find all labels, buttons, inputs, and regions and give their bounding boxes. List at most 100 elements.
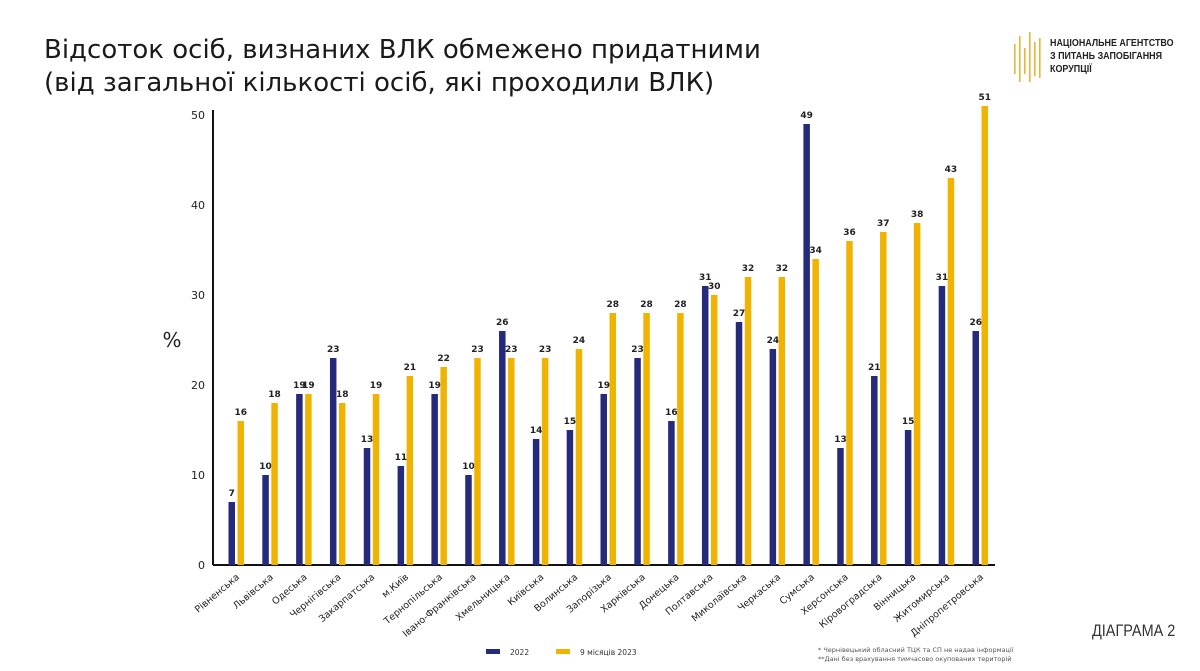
data-label: 43: [945, 165, 958, 175]
bar-2023: [609, 313, 616, 565]
data-label: 34: [809, 246, 822, 256]
data-label: 10: [259, 462, 272, 472]
bar-2023: [744, 277, 752, 565]
data-label: 31: [936, 273, 949, 283]
bar-2023: [541, 358, 549, 565]
y-tick-label: 10: [191, 469, 205, 482]
bar-2023: [305, 394, 312, 565]
bar-2022: [397, 466, 405, 565]
data-label: 19: [597, 381, 610, 391]
bar-2023: [406, 376, 414, 565]
data-label: 31: [699, 273, 712, 283]
data-label: 28: [674, 300, 687, 310]
data-label: 16: [665, 408, 678, 418]
bar-2023: [271, 403, 278, 565]
bar-2022: [803, 124, 810, 565]
bar-2023: [372, 394, 380, 565]
data-label: 13: [361, 435, 374, 445]
bar-2023: [947, 178, 955, 565]
bar-2022: [837, 448, 844, 565]
data-label: 23: [327, 345, 340, 355]
data-label: 32: [742, 264, 755, 274]
diagram-label: ДІАГРАМА 2: [1092, 621, 1176, 640]
y-tick-label: 20: [191, 379, 205, 392]
y-tick-label: 30: [191, 289, 205, 302]
bar-2022: [363, 448, 371, 565]
footnote: **Дані без врахування тимчасово окупован…: [818, 655, 1012, 663]
data-label: 23: [631, 345, 644, 355]
bar-2023: [237, 421, 244, 565]
bar-2023: [508, 358, 515, 565]
x-tick-label: м.Київ: [380, 572, 411, 601]
data-label: 30: [708, 282, 721, 292]
data-label: 23: [539, 345, 552, 355]
data-label: 24: [767, 336, 780, 346]
legend-swatch: [486, 649, 500, 654]
data-label: 24: [573, 336, 586, 346]
y-tick-label: 0: [198, 559, 205, 572]
bar-2022: [465, 475, 472, 565]
bar-2023: [643, 313, 650, 565]
data-label: 36: [843, 228, 856, 238]
bar-2022: [668, 421, 675, 565]
data-label: 13: [834, 435, 847, 445]
y-axis-label: %: [162, 328, 181, 352]
logo-bar: [1039, 38, 1041, 78]
bar-2022: [228, 502, 235, 565]
bar-2023: [338, 403, 346, 565]
bar-2023: [913, 223, 921, 565]
data-label: 51: [978, 93, 991, 103]
bar-2023: [474, 358, 481, 565]
legend-label: 9 місяців 2023: [580, 648, 637, 657]
legend-label: 2022: [510, 648, 529, 657]
data-label: 16: [234, 408, 247, 418]
data-label: 19: [428, 381, 441, 391]
data-label: 14: [530, 426, 543, 436]
bar-2023: [440, 367, 447, 565]
bar-2022: [600, 394, 607, 565]
bar-2022: [972, 331, 979, 565]
y-tick-label: 40: [191, 199, 205, 212]
legend-swatch: [556, 649, 570, 654]
footnotes: * Чернівецький обласний ТЦК та СП не над…: [818, 646, 1014, 664]
data-label: 26: [969, 318, 982, 328]
data-label: 7: [229, 489, 235, 499]
data-label: 10: [462, 462, 475, 472]
bar-2022: [499, 331, 506, 565]
data-label: 23: [471, 345, 484, 355]
data-label: 37: [877, 219, 890, 229]
data-label: 15: [902, 417, 915, 427]
bar-2023: [778, 277, 786, 565]
bar-2023: [846, 241, 853, 565]
bar-2022: [296, 394, 303, 565]
bar-2022: [938, 286, 946, 565]
bar-2023: [981, 106, 988, 565]
bar-2022: [871, 376, 878, 565]
data-label: 49: [800, 111, 813, 121]
logo-bar: [1019, 36, 1021, 82]
data-label: 19: [302, 381, 315, 391]
logo-bar: [1029, 32, 1031, 82]
data-label: 19: [370, 381, 383, 391]
data-label: 11: [395, 453, 408, 463]
data-label: 32: [776, 264, 789, 274]
data-label: 38: [911, 210, 924, 220]
data-label: 28: [640, 300, 653, 310]
logo-text: НАЦІОНАЛЬНЕ АГЕНТСТВО З ПИТАНЬ ЗАПОБІГАН…: [1050, 36, 1174, 75]
bar-2023: [677, 313, 684, 565]
footnote: * Чернівецький обласний ТЦК та СП не над…: [818, 646, 1014, 654]
bar-2022: [735, 322, 743, 565]
data-label: 19: [293, 381, 306, 391]
data-label: 21: [868, 363, 881, 373]
data-label: 27: [733, 309, 746, 319]
bar-2022: [701, 286, 709, 565]
logo-bar: [1024, 48, 1026, 74]
bar-2023: [880, 232, 887, 565]
data-label: 18: [268, 390, 281, 400]
bar-2022: [532, 439, 540, 565]
page-title: Відсоток осіб, визнаних ВЛК обмежено при…: [44, 35, 761, 98]
bar-2022: [904, 430, 912, 565]
y-tick-label: 50: [191, 109, 205, 122]
